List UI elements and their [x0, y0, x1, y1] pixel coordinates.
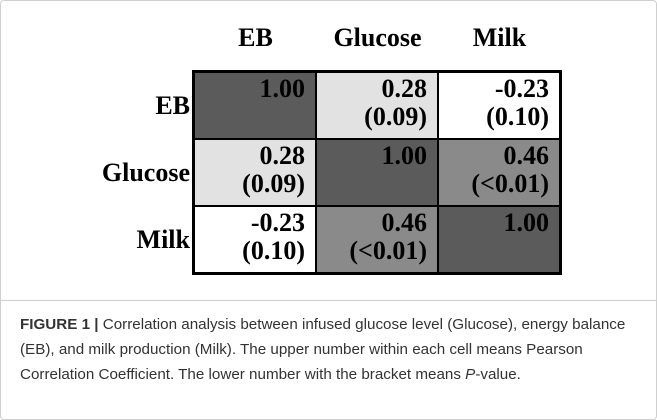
column-header: Glucose [333, 23, 422, 52]
coefficient: -0.23 [250, 208, 305, 237]
cell: 1.00 [438, 206, 560, 273]
separator [0, 300, 657, 301]
cell: 0.28 (0.09) [194, 139, 316, 206]
p-value: (<0.01) [471, 169, 549, 198]
row-header: Glucose [101, 158, 190, 187]
coefficient: 1.00 [503, 208, 550, 237]
caption: FIGURE 1 | Correlation analysis between … [20, 312, 645, 387]
coefficient: 0.46 [503, 141, 550, 170]
cell: -0.23 (0.10) [438, 72, 560, 139]
coefficient: 1.00 [259, 74, 306, 103]
cell: 1.00 [194, 72, 316, 139]
caption-label: FIGURE 1 | [20, 316, 99, 333]
coefficient: 1.00 [381, 141, 428, 170]
column-header: EB [238, 23, 273, 52]
caption-italic: P [465, 366, 476, 383]
cell: 1.00 [316, 139, 438, 206]
row-header: EB [155, 91, 190, 120]
p-value: (0.09) [364, 102, 427, 131]
caption-end: -value. [475, 366, 521, 383]
caption-text: Correlation analysis between infused glu… [20, 316, 626, 383]
p-value: (0.10) [486, 102, 549, 131]
coefficient: 0.28 [259, 141, 306, 170]
p-value: (0.10) [242, 236, 305, 265]
cell: 0.46 (<0.01) [438, 139, 560, 206]
column-header: Milk [472, 23, 527, 52]
cell: 0.28 (0.09) [316, 72, 438, 139]
coefficient: 0.46 [381, 208, 428, 237]
correlation-grid: 1.00 0.28 (0.09) -0.23 (0.10) 0.28 (0.09) 1.00 0… [192, 70, 562, 275]
cell: -0.23 (0.10) [194, 206, 316, 273]
p-value: (0.09) [242, 169, 305, 198]
row-header: Milk [136, 225, 190, 254]
coefficient: 0.28 [381, 74, 428, 103]
cell: 0.46 (<0.01) [316, 206, 438, 273]
p-value: (<0.01) [349, 236, 427, 265]
coefficient: -0.23 [494, 74, 549, 103]
